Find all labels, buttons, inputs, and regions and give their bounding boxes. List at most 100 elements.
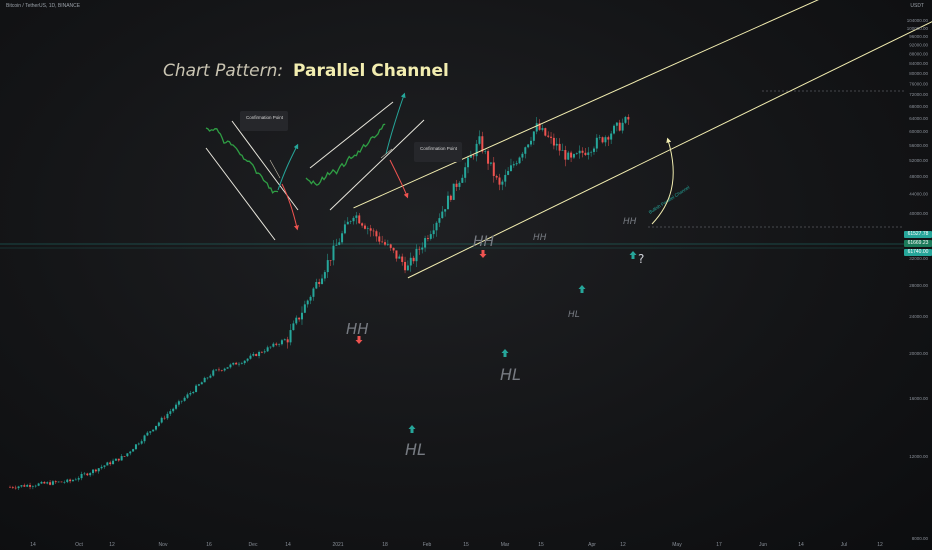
candle-body (590, 151, 593, 153)
candle-body (60, 481, 63, 483)
candle-body (441, 211, 444, 219)
candle-body (246, 358, 249, 361)
candle-body (484, 151, 487, 152)
candle-body (346, 221, 349, 225)
candle-body (592, 148, 595, 152)
candle-body (100, 466, 103, 469)
candle-body (581, 150, 584, 153)
up-arrow-icon (501, 349, 509, 357)
candle-body (258, 351, 261, 356)
candle-body (137, 443, 140, 445)
candle-body (175, 404, 178, 409)
candle-body (92, 469, 95, 474)
candle-body (395, 250, 398, 259)
candle-body (169, 411, 172, 414)
candle-body (469, 155, 472, 158)
y-tick-label: 40000.00 (909, 211, 928, 216)
x-tick-label: 12 (877, 542, 883, 548)
candle-body (206, 377, 209, 379)
y-tick-label: 84000.00 (909, 61, 928, 66)
x-tick-label: 2021 (332, 542, 343, 548)
candle-body (172, 408, 175, 412)
candle-body (561, 150, 564, 151)
candle-body (363, 225, 366, 229)
x-tick-label: Oct (75, 542, 83, 548)
schematic-breakout-arrow (385, 92, 406, 155)
y-tick-label: 48000.00 (909, 174, 928, 179)
y-tick-label: 88000.00 (909, 52, 928, 57)
candle-body (200, 382, 203, 385)
candle-body (478, 136, 481, 144)
candle-body (240, 363, 243, 364)
candle-body (300, 312, 303, 320)
candle-body (329, 260, 332, 261)
price-box-2: 61669.23 (904, 240, 932, 247)
confirmation-box (414, 142, 462, 162)
candle-body (298, 317, 301, 320)
candle-body (266, 347, 269, 352)
x-tick-label: May (672, 542, 682, 548)
candle-body (404, 261, 407, 271)
candle-body (358, 215, 361, 224)
candle-body (232, 362, 235, 365)
candle-body (530, 140, 533, 145)
candle-body (249, 355, 252, 359)
candle-body (40, 481, 43, 484)
y-tick-label: 16000.00 (909, 396, 928, 401)
y-tick-label: 56000.00 (909, 143, 928, 148)
candle-body (57, 481, 60, 483)
channel-upper-line (353, 0, 819, 209)
candle-body (495, 175, 498, 178)
candle-body (31, 486, 34, 487)
candle-body (575, 153, 578, 155)
up-arrow-icon (408, 425, 416, 433)
price-axis[interactable]: 104000.00 100000.00 96000.00 92000.00 88000.… (907, 18, 929, 541)
candle-body (132, 449, 135, 452)
candle-body (509, 165, 512, 172)
candle-body (149, 431, 152, 433)
candle-body (624, 117, 627, 123)
candle-body (455, 183, 458, 187)
y-tick-label: 104000.00 (907, 18, 929, 23)
currency-label: USDT (910, 3, 924, 9)
candle-body (17, 486, 20, 489)
candle-body (123, 456, 126, 457)
candle-body (541, 128, 544, 130)
swing-label-hh: HH (346, 320, 369, 338)
candle-body (601, 137, 604, 143)
candle-body (146, 432, 149, 436)
candle-body (83, 473, 86, 475)
candle-body (618, 122, 621, 131)
symbol-title[interactable]: Bitcoin / TetherUS, 1D, BINANCE (6, 3, 81, 9)
candle-body (501, 181, 504, 185)
candle-body (114, 458, 117, 461)
x-tick-label: 18 (382, 542, 388, 548)
candle-body (189, 393, 192, 395)
y-tick-label: 80000.00 (909, 71, 928, 76)
schematic-breakdown-arrow (281, 183, 299, 231)
schematic-pointer (269, 159, 281, 179)
candle-body (215, 369, 218, 371)
swing-label-hl: HL (500, 365, 521, 384)
candle-body (283, 339, 286, 341)
x-tick-label: 17 (716, 542, 722, 548)
price-box-3: 61740.00 (904, 249, 932, 256)
candle-body (106, 462, 109, 466)
candle-body (69, 479, 72, 482)
candle-body (323, 272, 326, 279)
candle-body (37, 483, 40, 486)
down-arrow-icon (355, 336, 363, 344)
confirmation-label: Confirmation Point (420, 146, 458, 151)
candle-body (94, 469, 97, 472)
candle-body (269, 346, 272, 348)
candle-body (375, 231, 378, 237)
y-tick-label: 24000.00 (909, 314, 928, 319)
candle-body (260, 351, 263, 353)
candle-body (335, 244, 338, 246)
x-tick-label: Jun (759, 542, 767, 548)
time-axis[interactable]: 14 Oct 12 Nov 16 Dec 14 2021 18 Feb 15 Mar 15 Apr 12 Ma… (30, 542, 883, 548)
candle-body (572, 154, 575, 158)
x-tick-label: 16 (206, 542, 212, 548)
swing-label-hl: HL (568, 310, 580, 320)
candle-body (26, 485, 29, 487)
